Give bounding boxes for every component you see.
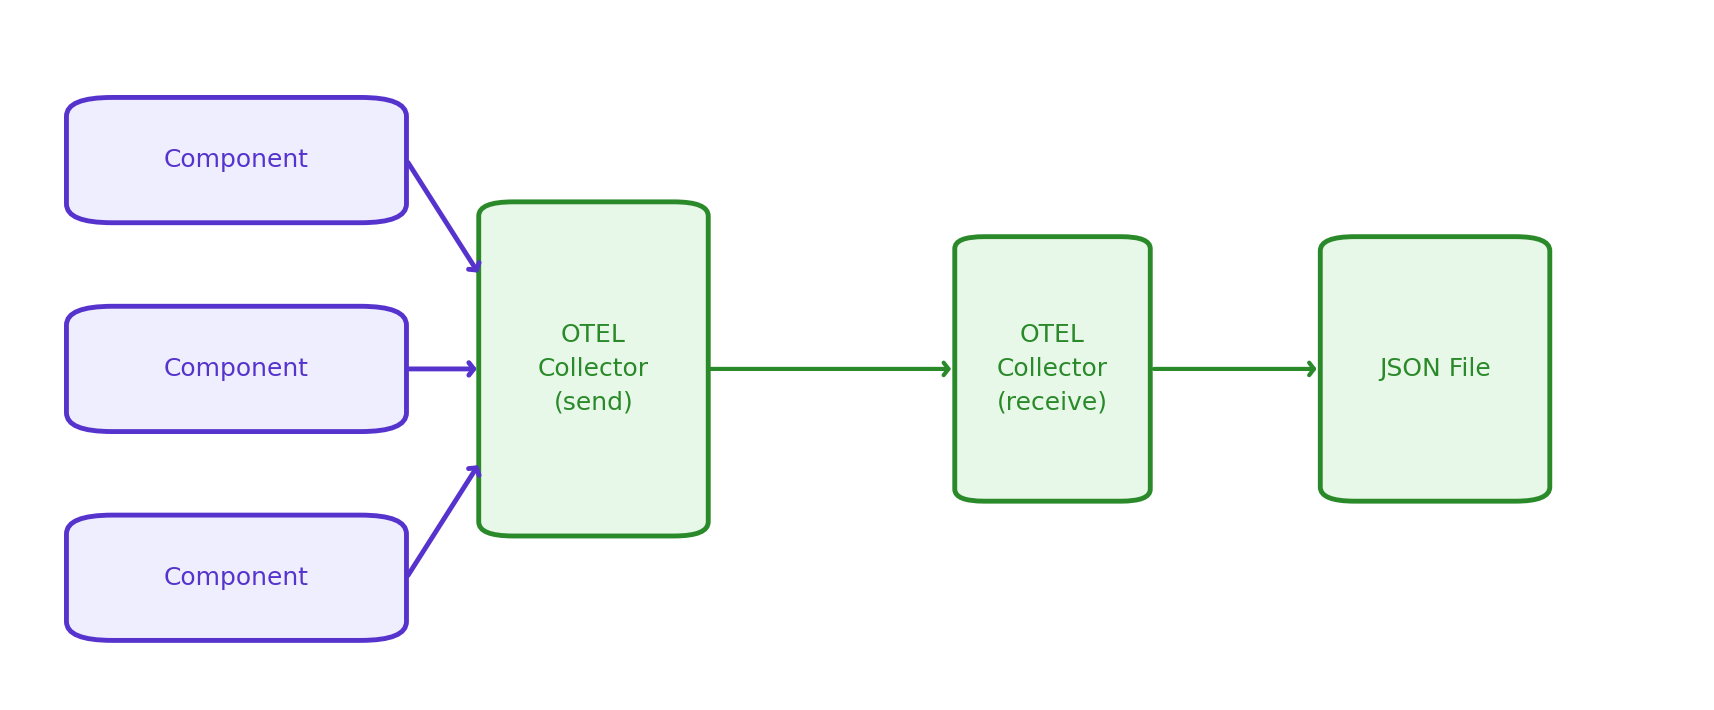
FancyBboxPatch shape xyxy=(67,515,406,640)
Text: OTEL
Collector
(receive): OTEL Collector (receive) xyxy=(998,324,1107,415)
FancyBboxPatch shape xyxy=(478,202,708,536)
Text: Component: Component xyxy=(165,148,309,172)
Text: Component: Component xyxy=(165,566,309,590)
Text: OTEL
Collector
(send): OTEL Collector (send) xyxy=(538,324,650,415)
Text: JSON File: JSON File xyxy=(1380,357,1491,381)
FancyBboxPatch shape xyxy=(1320,236,1549,501)
FancyBboxPatch shape xyxy=(67,97,406,223)
FancyBboxPatch shape xyxy=(67,306,406,432)
Text: Component: Component xyxy=(165,357,309,381)
FancyBboxPatch shape xyxy=(955,236,1150,501)
